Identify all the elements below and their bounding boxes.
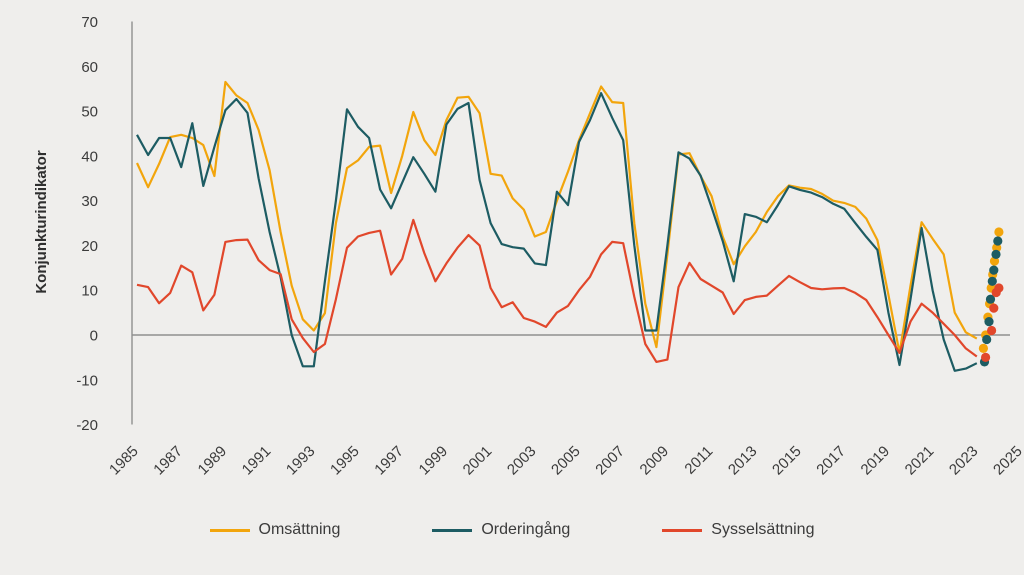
orderingang-line-swatch <box>432 528 473 532</box>
y-tick-label: 50 <box>81 104 98 121</box>
orderingang-monthly-dot <box>982 334 992 345</box>
chart-legend: Omsättning Orderingång Sysselsättning <box>0 521 1024 539</box>
x-tick-label: 2003 <box>504 443 540 479</box>
sysselsattning-line <box>136 218 978 363</box>
x-tick-label: 2023 <box>946 443 982 479</box>
sysselsattning-line-swatch <box>662 528 703 532</box>
x-tick-label: 2007 <box>592 443 628 479</box>
y-tick-label: 70 <box>81 14 98 31</box>
x-tick-label: 2005 <box>548 443 584 479</box>
omsattning-line <box>136 80 978 354</box>
x-tick-label: 2019 <box>858 443 894 479</box>
x-tick-label: 1995 <box>327 443 363 479</box>
x-tick-label: 1985 <box>106 443 142 479</box>
sysselsattning-monthly-dot <box>981 352 991 362</box>
y-tick-label: -10 <box>76 372 98 389</box>
legend-label-omsattning: Omsättning <box>258 521 341 538</box>
orderingang-monthly-dot <box>991 249 1001 259</box>
x-tick-label: 2021 <box>902 443 938 479</box>
y-tick-label: 0 <box>90 328 98 345</box>
orderingang-monthly-dot <box>987 276 997 286</box>
x-tick-label: 2013 <box>725 443 761 479</box>
y-tick-label: -20 <box>76 417 98 434</box>
x-tick-label: 1989 <box>195 443 231 479</box>
y-tick-label: 40 <box>81 148 98 165</box>
x-tick-label: 2025 <box>990 443 1024 479</box>
x-tick-label: 2011 <box>681 443 716 478</box>
orderingang-monthly-dot <box>989 265 999 275</box>
legend-item-omsattning: Omsättning <box>209 521 341 539</box>
y-tick-label: 20 <box>81 238 98 255</box>
sysselsattning-monthly-dot <box>989 303 999 313</box>
legend-label-sysselsattning: Sysselsättning <box>711 521 815 538</box>
x-tick-label: 2015 <box>769 443 805 479</box>
y-tick-label: 60 <box>81 59 98 76</box>
x-tick-label: 1987 <box>150 443 186 479</box>
orderingang-monthly-dot <box>984 317 994 327</box>
x-tick-label: 1997 <box>371 443 407 479</box>
x-tick-label: 1991 <box>239 443 275 479</box>
omsattning-monthly-dot <box>978 343 989 353</box>
legend-item-orderingang: Orderingång <box>432 521 570 539</box>
omsattning-monthly-dot <box>994 227 1004 237</box>
orderingang-line <box>136 92 978 372</box>
y-axis-title: Konjunkturindikator <box>33 150 50 293</box>
x-tick-label: 1993 <box>283 443 319 479</box>
y-tick-label: 30 <box>81 193 98 210</box>
y-tick-label: 10 <box>81 283 98 300</box>
omsattning-line-swatch <box>209 528 250 532</box>
x-tick-label: 2001 <box>460 443 496 479</box>
x-tick-label: 2009 <box>637 443 673 479</box>
legend-label-orderingang: Orderingång <box>481 521 571 538</box>
x-tick-label: 1999 <box>416 443 452 479</box>
sysselsattning-monthly-dot <box>994 283 1004 293</box>
legend-item-sysselsattning: Sysselsättning <box>662 521 814 539</box>
sysselsattning-monthly-dot <box>987 325 997 336</box>
orderingang-monthly-dot <box>985 294 996 304</box>
x-tick-label: 2017 <box>813 443 849 479</box>
orderingang-monthly-dot <box>993 236 1003 246</box>
